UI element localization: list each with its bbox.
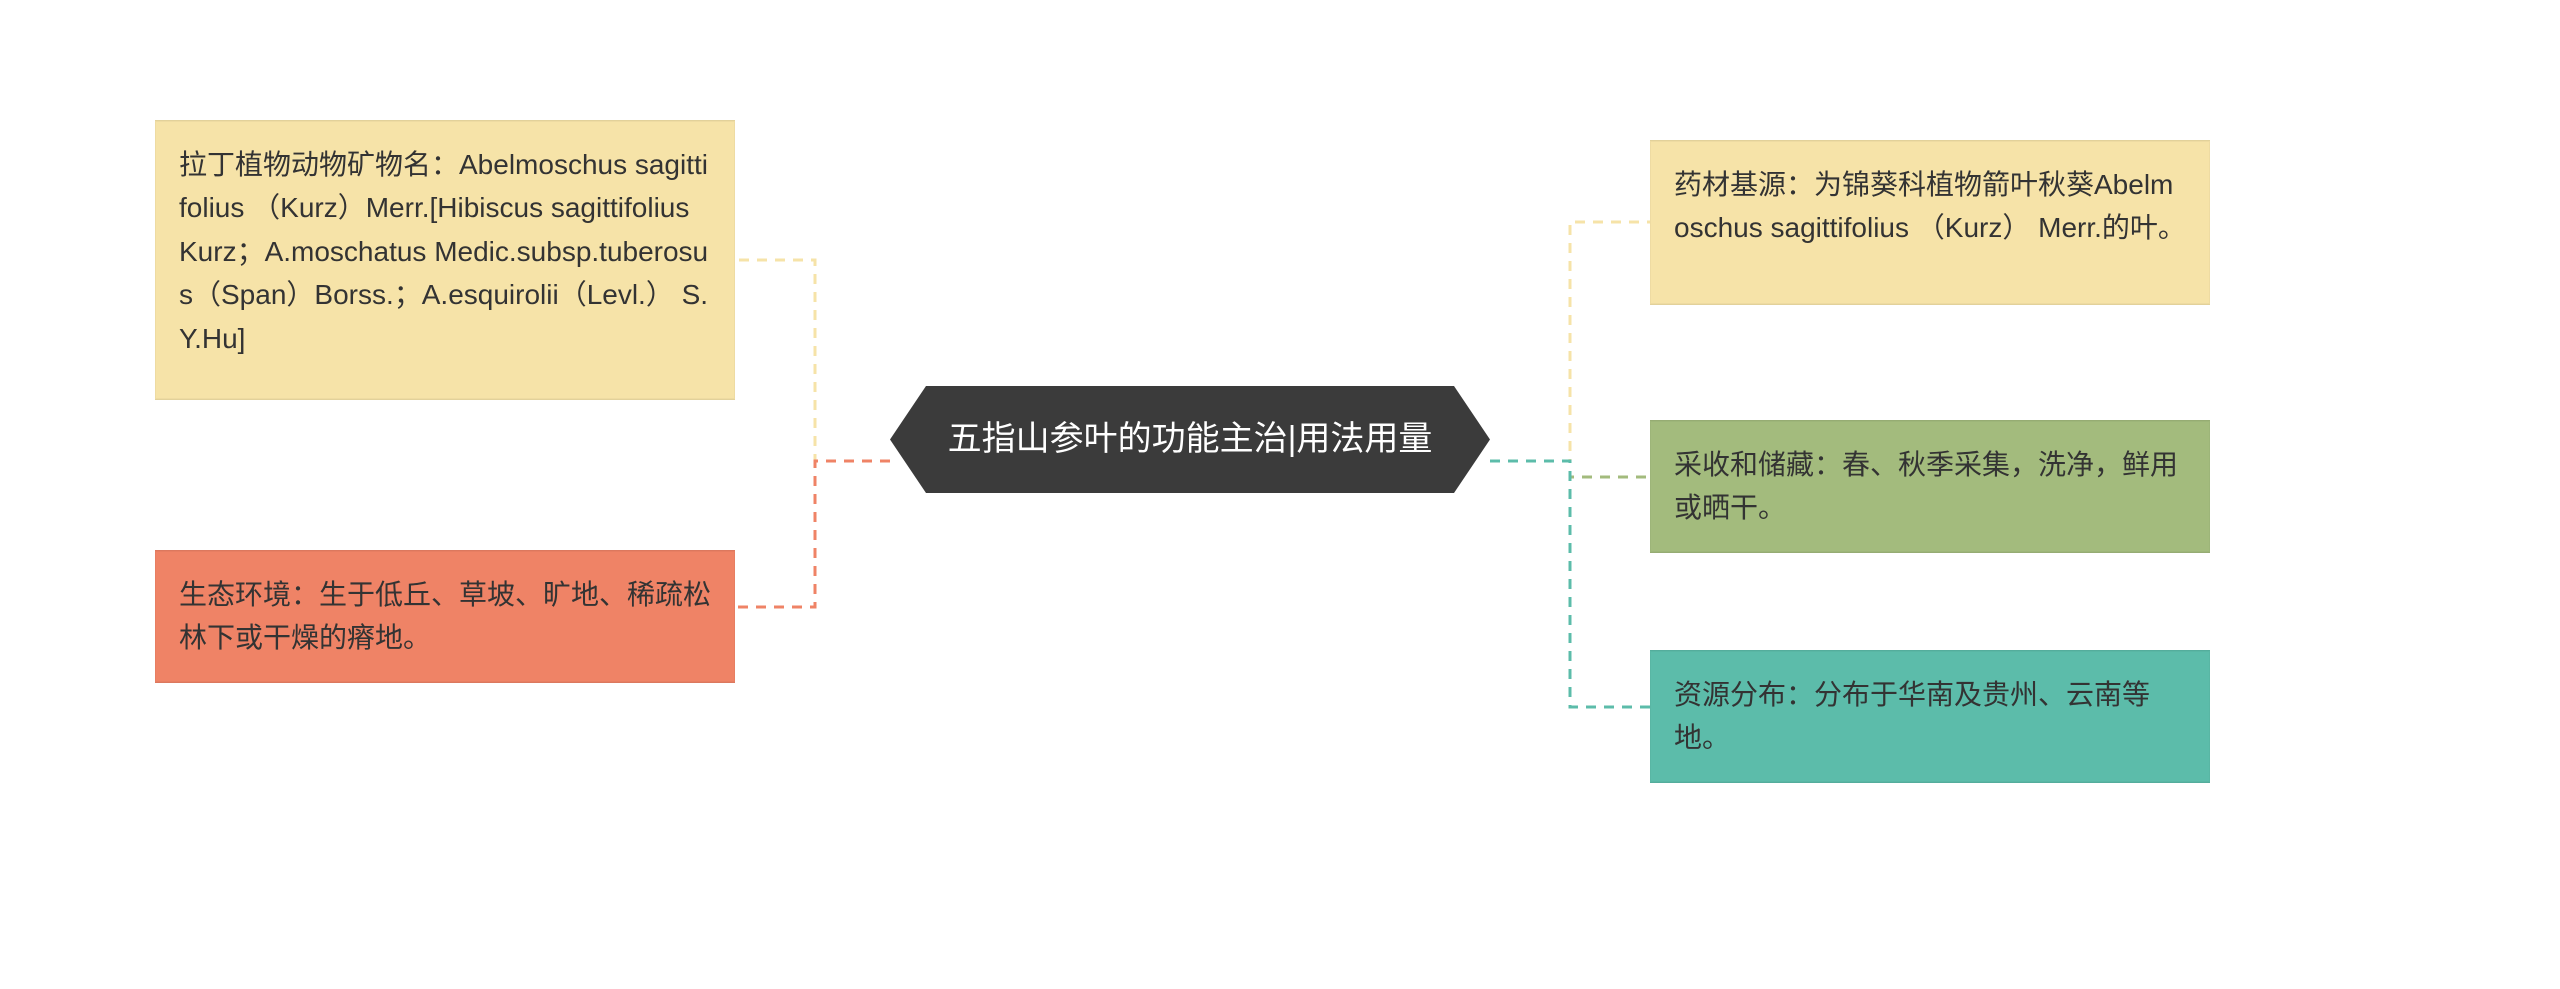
center-node: 五指山参叶的功能主治|用法用量 [890, 386, 1490, 493]
connector-left [735, 120, 895, 665]
leaf-latin-name: 拉丁植物动物矿物名：Abelmoschus sagittifolius （Kur… [155, 120, 735, 400]
leaf-distribution: 资源分布：分布于华南及贵州、云南等地。 [1650, 650, 2210, 783]
leaf-harvest: 采收和储藏：春、秋季采集，洗净，鲜用或晒干。 [1650, 420, 2210, 553]
connector-right [1490, 140, 1650, 765]
mindmap-canvas: 五指山参叶的功能主治|用法用量 拉丁植物动物矿物名：Abelmoschus sa… [0, 0, 2560, 989]
leaf-source: 药材基源：为锦葵科植物箭叶秋葵Abelmoschus sagittifolius… [1650, 140, 2210, 305]
leaf-ecology: 生态环境：生于低丘、草坡、旷地、稀疏松林下或干燥的瘠地。 [155, 550, 735, 683]
